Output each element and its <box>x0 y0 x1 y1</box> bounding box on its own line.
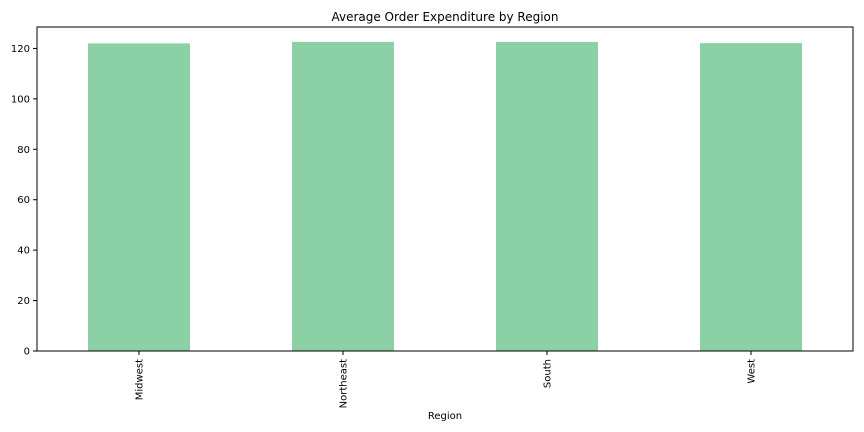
x-tick-label: Midwest <box>135 359 146 400</box>
y-tick-label: 80 <box>17 145 30 156</box>
plot-frame <box>36 26 854 352</box>
x-tick-label: Northeast <box>339 359 350 408</box>
x-axis: Midwest Northeast South West <box>135 351 758 408</box>
bars-group <box>88 41 802 351</box>
x-tick-label: West <box>747 359 758 384</box>
y-tick-label: 120 <box>11 44 30 55</box>
y-tick-label: 0 <box>24 347 30 358</box>
chart-title: Average Order Expenditure by Region <box>331 10 558 24</box>
x-axis-label: Region <box>428 411 462 422</box>
y-tick-label: 40 <box>17 246 30 257</box>
bar-west <box>700 43 802 351</box>
y-tick-label: 20 <box>17 296 30 307</box>
y-tick-label: 60 <box>17 195 30 206</box>
bar-midwest <box>88 43 190 351</box>
x-tick-label: South <box>543 359 554 388</box>
y-tick-label: 100 <box>11 94 30 105</box>
bar-northeast <box>292 41 394 351</box>
bar-south <box>496 41 598 351</box>
y-axis: 0 20 40 60 80 100 120 <box>11 44 37 358</box>
